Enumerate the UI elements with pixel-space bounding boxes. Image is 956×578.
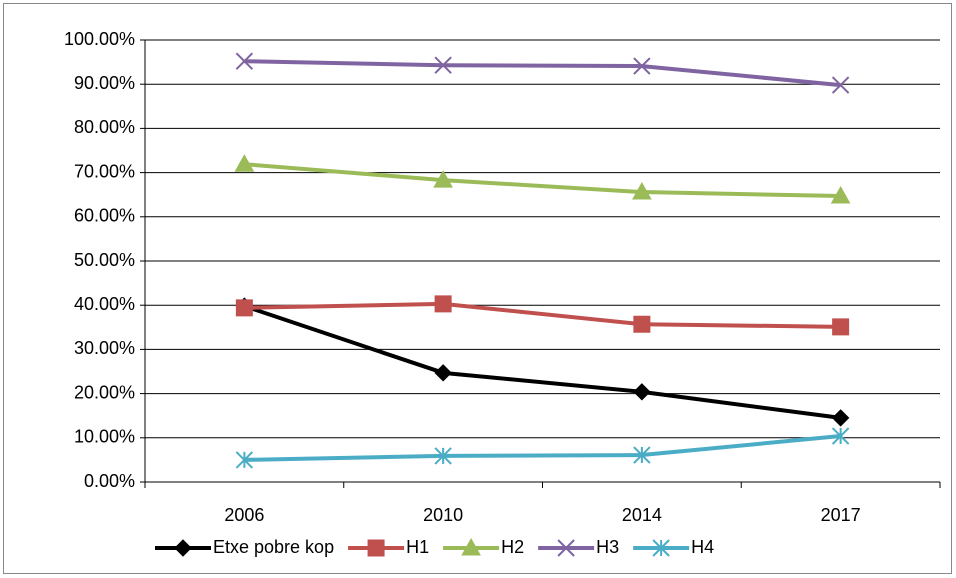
marker (434, 447, 452, 465)
marker (235, 52, 254, 70)
x-tick-label: 2006 (224, 505, 264, 525)
marker (831, 427, 850, 445)
series-line (244, 162, 841, 199)
marker (434, 56, 452, 74)
y-tick-label: 50.00% (74, 250, 135, 270)
legend-label: H3 (596, 537, 619, 557)
y-tick-label: 90.00% (74, 73, 135, 93)
marker (831, 76, 850, 94)
legend-label: H4 (691, 537, 714, 557)
marker (174, 539, 192, 557)
marker (235, 451, 254, 469)
y-tick-label: 20.00% (74, 382, 135, 402)
marker (633, 383, 651, 401)
legend-label: H2 (501, 537, 524, 557)
marker (235, 299, 253, 317)
y-tick-label: 0.00% (84, 471, 135, 491)
x-tick-label: 2017 (821, 505, 861, 525)
y-tick-label: 40.00% (74, 294, 135, 314)
series-line (243, 304, 841, 420)
marker (633, 315, 651, 333)
marker (652, 539, 670, 557)
y-tick-label: 30.00% (74, 338, 135, 358)
y-tick-label: 70.00% (74, 161, 135, 181)
x-tick-label: 2014 (622, 505, 662, 525)
legend-label: Etxe pobre kop (213, 537, 334, 557)
marker (461, 537, 481, 556)
marker (367, 539, 385, 557)
series-line (244, 59, 841, 88)
marker (433, 170, 453, 188)
marker (831, 409, 850, 427)
series-line (244, 434, 841, 462)
marker (830, 186, 851, 204)
y-tick-label: 10.00% (74, 427, 135, 447)
marker (557, 539, 575, 557)
x-tick-label: 2010 (423, 505, 463, 525)
legend-label: H1 (406, 537, 429, 557)
marker (633, 446, 651, 464)
marker (434, 295, 452, 313)
marker (832, 318, 850, 336)
marker (434, 364, 452, 382)
series-line (244, 301, 841, 329)
marker (633, 57, 651, 75)
y-tick-label: 80.00% (74, 117, 135, 137)
chart-frame (3, 3, 952, 574)
marker (234, 154, 255, 172)
marker (632, 182, 652, 200)
y-tick-label: 100.00% (64, 29, 135, 49)
y-tick-label: 60.00% (74, 206, 135, 226)
